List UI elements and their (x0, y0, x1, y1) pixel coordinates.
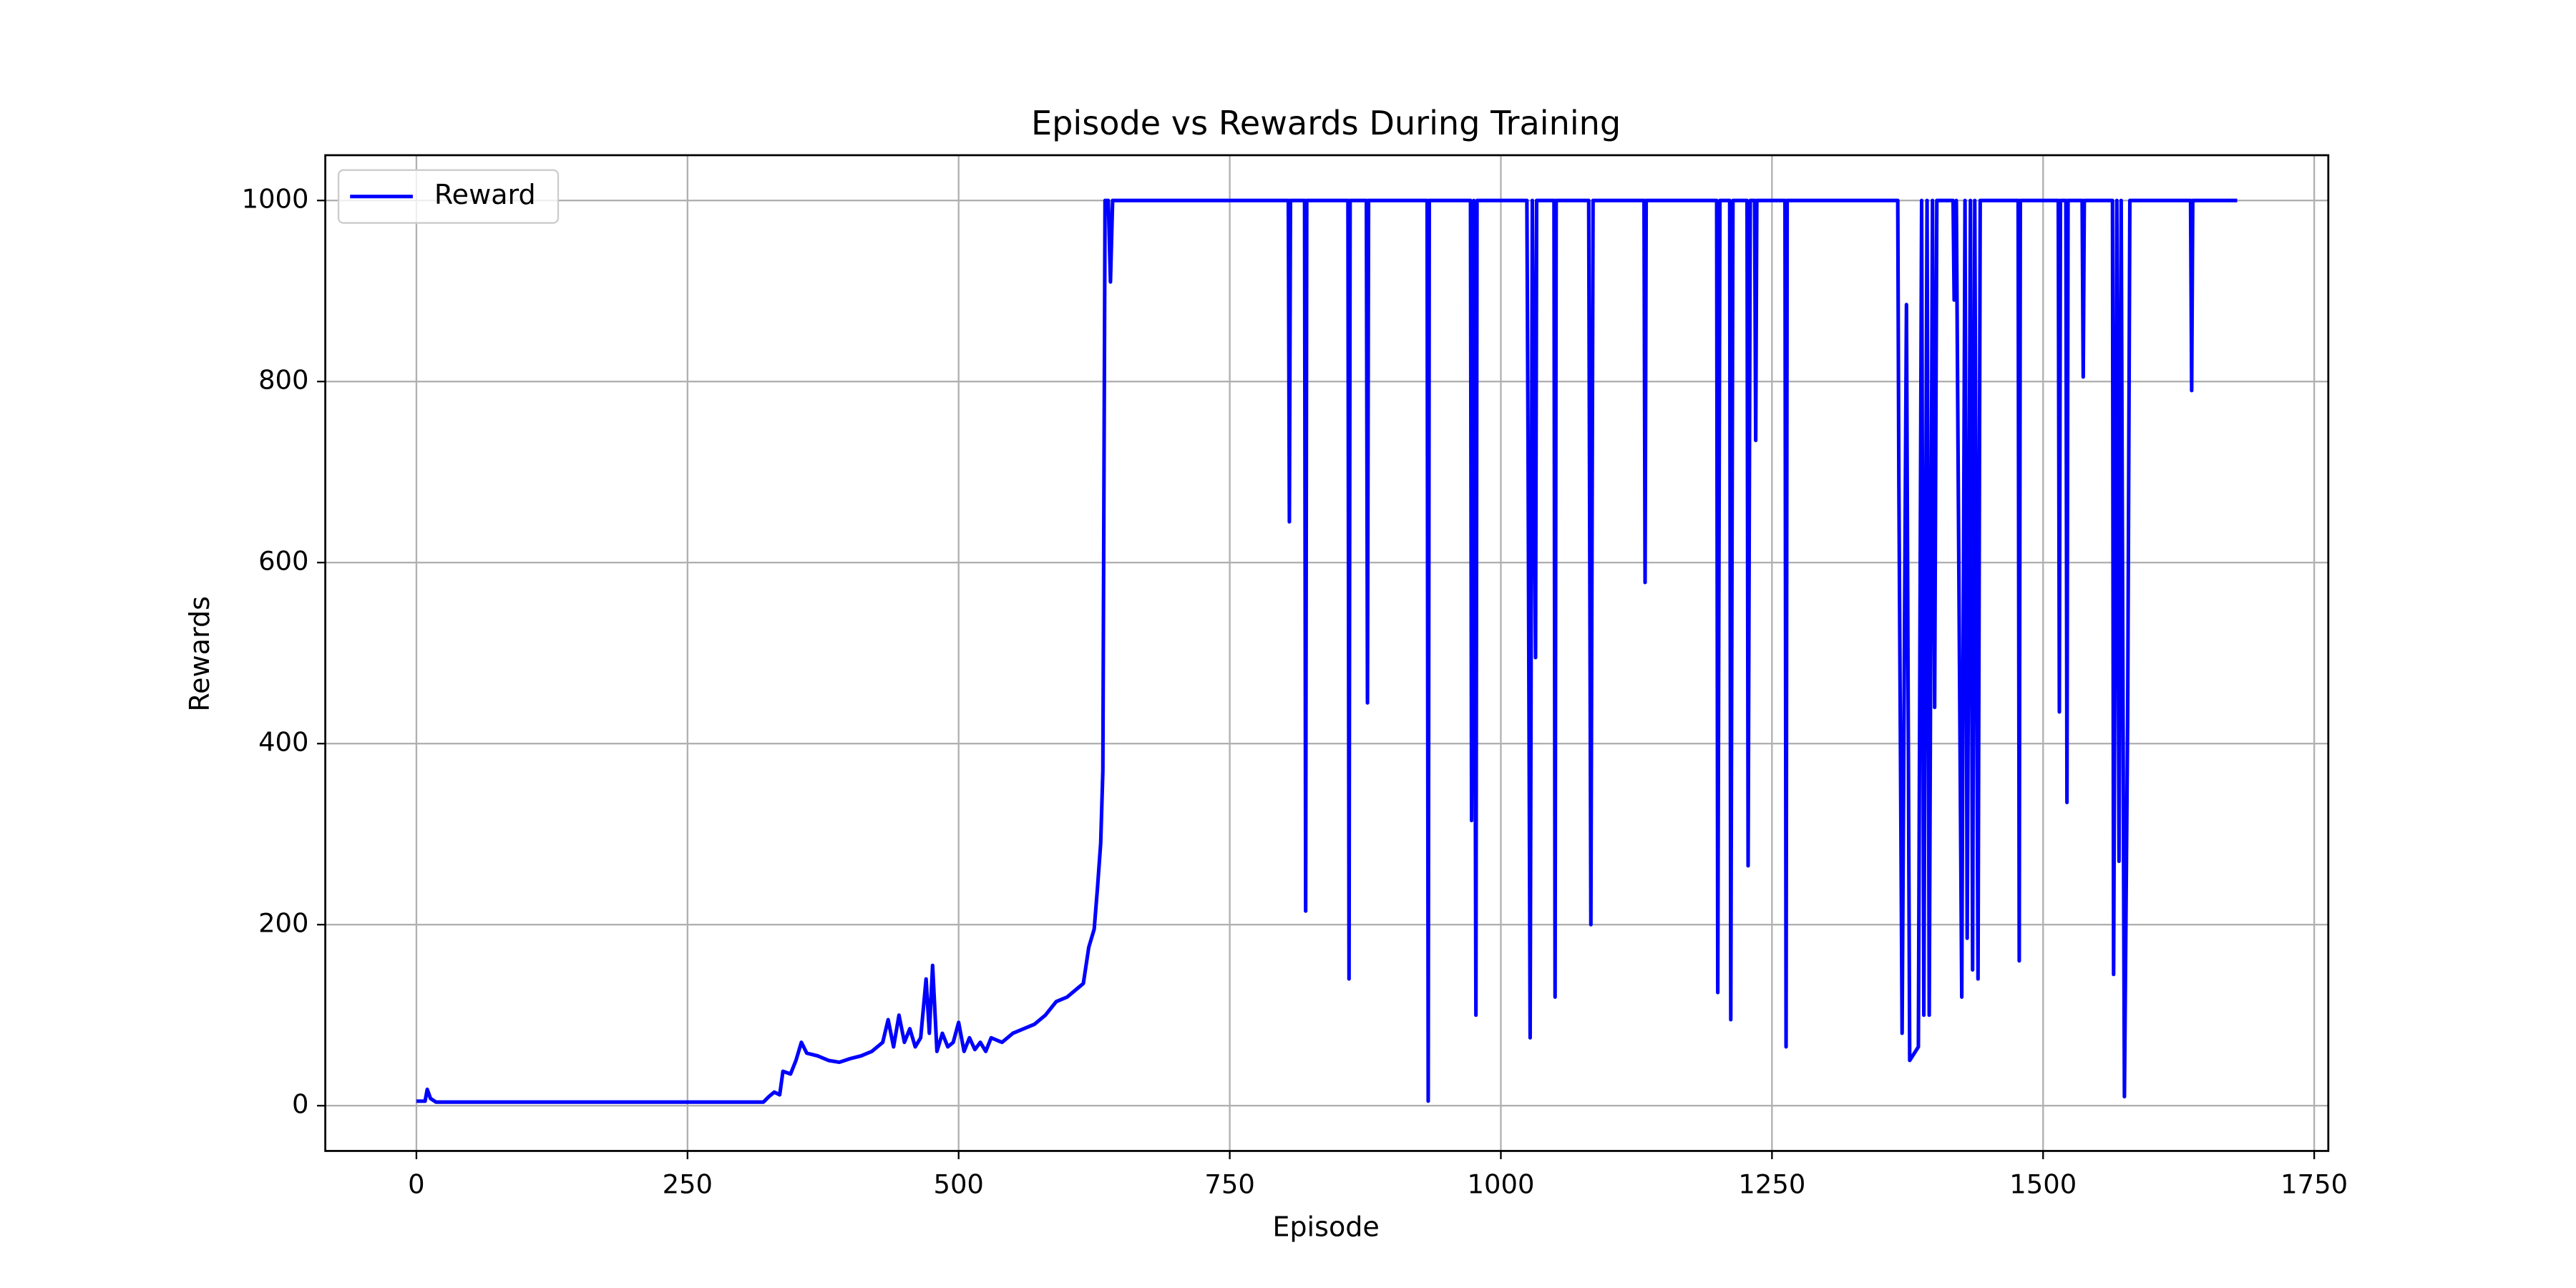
x-tick-label: 250 (663, 1169, 713, 1199)
x-tick-label: 1250 (1738, 1169, 1805, 1199)
x-axis-label: Episode (1272, 1211, 1379, 1242)
y-tick-label: 400 (258, 727, 308, 758)
chart-title: Episode vs Rewards During Training (1031, 104, 1621, 142)
plot-frame (324, 154, 2330, 1152)
y-axis-label: Rewards (184, 596, 215, 712)
x-tick-label: 1500 (2009, 1169, 2077, 1199)
x-tick-label: 750 (1204, 1169, 1254, 1199)
y-tick-label: 200 (258, 908, 308, 939)
y-tick-label: 1000 (242, 184, 309, 215)
x-tick-label: 1750 (2280, 1169, 2348, 1199)
y-tick-label: 800 (258, 365, 308, 396)
legend-box (337, 169, 560, 224)
x-tick-label: 1000 (1468, 1169, 1535, 1199)
x-tick-label: 500 (933, 1169, 983, 1199)
data-line (416, 198, 2238, 1104)
x-tick-label: 0 (408, 1169, 424, 1199)
legend-label: Reward (434, 179, 536, 210)
y-tick-label: 600 (258, 546, 308, 577)
legend: Reward (337, 169, 560, 224)
y-tick-label: 0 (292, 1089, 308, 1120)
